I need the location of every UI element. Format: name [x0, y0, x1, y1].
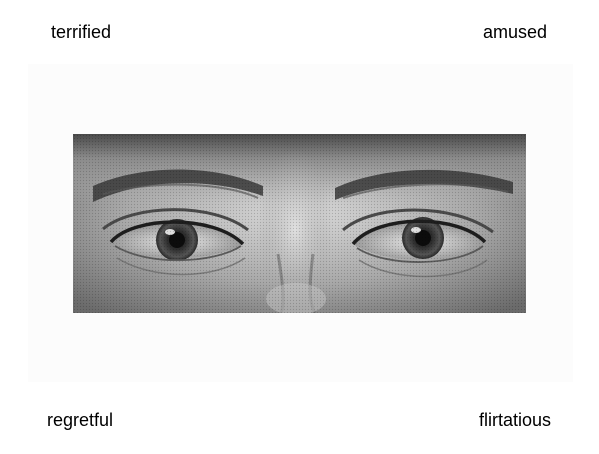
option-top-left[interactable]: terrified	[51, 22, 112, 42]
option-bottom-left[interactable]: regretful	[47, 410, 114, 430]
option-bottom-right[interactable]: flirtatious	[478, 410, 551, 430]
eyes-region-photo	[73, 134, 526, 313]
option-top-right[interactable]: amused	[482, 22, 547, 42]
